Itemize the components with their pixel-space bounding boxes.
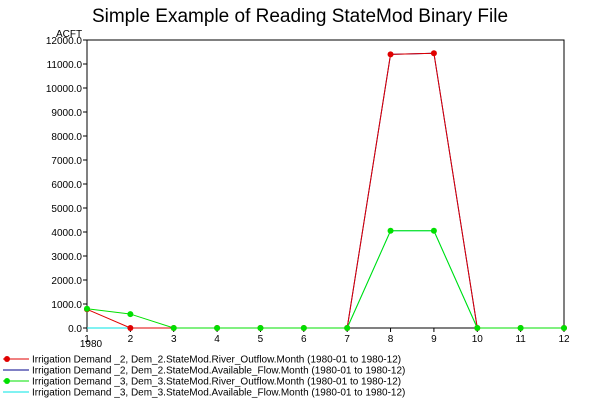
y-axis: 0.0 1000.0 2000.0 3000.0 4000.0 5000.0 6000.0 7… [46,36,87,335]
series-group [84,50,567,331]
x-tick-label: 7 [344,334,350,345]
series-4 [87,230,564,329]
data-point [127,311,134,318]
data-point [170,325,177,331]
x-tick-label: 5 [258,334,264,345]
legend-label: Irrigation Demand _3, Dem_3.StateMod.Ava… [32,388,405,399]
legend-label: Irrigation Demand _2, Dem_2.StateMod.Riv… [32,355,401,366]
data-point [430,227,437,234]
series-line [87,52,564,329]
data-point [474,325,481,331]
y-tick-label: 9000.0 [51,108,82,119]
x-axis: 1 2 3 4 5 6 7 8 9 10 11 12 [84,328,570,345]
series-line [86,52,564,329]
x-tick-label: 8 [388,334,394,345]
chart-title: Simple Example of Reading StateMod Binar… [92,6,508,27]
y-tick-label: 7000.0 [51,156,82,167]
y-tick-label: 12000.0 [46,36,83,47]
x-tick-label: 1 [84,334,90,345]
x-tick-label: 12 [558,334,570,345]
legend-item: Irrigation Demand _3, Dem_3.StateMod.Riv… [3,377,401,388]
y-tick-label: 10000.0 [46,84,83,95]
series-1 [84,50,567,331]
y-tick-label: 6000.0 [51,180,82,191]
data-point [387,51,394,58]
y-tick-label: 8000.0 [51,132,82,143]
x-axis-sublabel: 1980 [80,339,103,350]
data-point [214,325,221,331]
x-tick-label: 11 [515,334,526,345]
legend-item: Irrigation Demand _2, Dem_2.StateMod.Riv… [3,355,401,366]
y-tick-label: 4000.0 [51,228,82,239]
data-point [300,325,307,331]
x-tick-label: 3 [171,334,177,345]
series-line [87,230,564,329]
legend-marker [4,378,10,384]
x-tick-label: 10 [472,334,484,345]
x-tick-label: 4 [214,334,220,345]
legend-label: Irrigation Demand _2, Dem_2.StateMod.Ava… [32,366,405,377]
data-point [257,325,264,331]
data-point [561,325,567,331]
legend-marker [4,356,10,362]
y-tick-label: 5000.0 [51,204,82,215]
y-axis-label: ACFT [56,29,82,40]
x-tick-label: 6 [301,334,307,345]
data-point [517,325,524,331]
y-tick-label: 1000.0 [51,300,82,311]
y-tick-label: 0.0 [68,324,82,335]
series-3 [84,227,567,331]
y-tick-label: 11000.0 [47,60,83,71]
data-point [84,305,90,312]
x-tick-label: 9 [431,334,437,345]
data-point [430,50,437,57]
series-line [86,230,564,329]
y-tick-label: 2000.0 [51,276,82,287]
plot-area [86,39,565,329]
legend: Irrigation Demand _2, Dem_2.StateMod.Riv… [3,355,405,399]
data-point [344,325,351,331]
data-point [387,227,394,234]
series-2 [87,52,564,329]
x-tick-label: 2 [128,334,134,345]
y-tick-label: 3000.0 [51,252,82,263]
legend-label: Irrigation Demand _3, Dem_3.StateMod.Riv… [32,377,401,388]
legend-item: Irrigation Demand _2, Dem_2.StateMod.Ava… [3,366,405,377]
data-point [127,325,134,331]
legend-item: Irrigation Demand _3, Dem_3.StateMod.Ava… [3,388,405,399]
